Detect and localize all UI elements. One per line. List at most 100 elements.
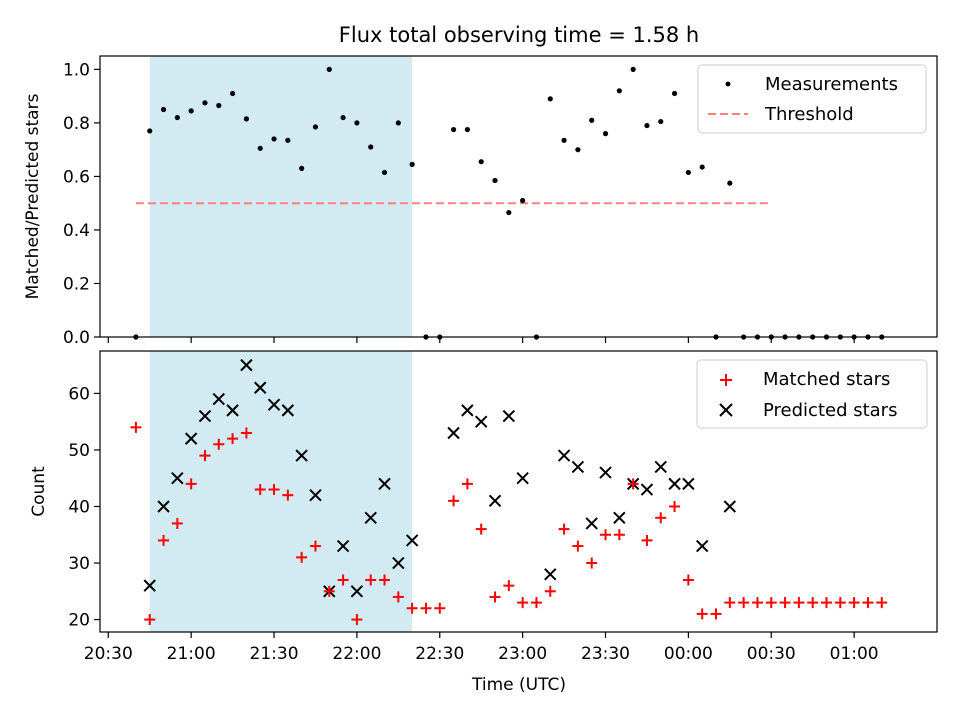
matched-point [738, 597, 750, 609]
matched-point [392, 591, 404, 603]
measurement-point [229, 90, 236, 97]
measurement-point [547, 96, 553, 102]
measurement-point [409, 161, 415, 167]
matched-point [600, 529, 612, 541]
matched-point [448, 495, 460, 507]
y-axis-label-ratio: Matched/Predicted stars [23, 93, 43, 299]
measurement-point [506, 209, 512, 216]
measurement-point [478, 159, 484, 165]
matched-point [254, 484, 266, 496]
measurement-point [299, 165, 305, 171]
predicted-point [502, 409, 516, 423]
y-tick-label: 20 [68, 611, 90, 631]
matched-point [862, 597, 874, 609]
predicted-point [447, 426, 460, 440]
measurement-point [257, 145, 263, 151]
predicted-point [571, 460, 585, 474]
measurement-point [381, 169, 388, 176]
legend-label-matched: Matched stars [763, 369, 890, 390]
measurement-point [271, 136, 277, 142]
matched-point [130, 421, 142, 433]
predicted-point [336, 539, 350, 553]
measurement-point [561, 137, 567, 143]
predicted-point [240, 358, 253, 372]
matched-point [793, 597, 805, 609]
matched-point [558, 523, 570, 535]
measurement-point [464, 126, 470, 133]
predicted-point [198, 409, 212, 423]
x-tick-label: 21:30 [250, 644, 299, 664]
predicted-point [405, 534, 419, 547]
measurement-point [368, 144, 374, 150]
predicted-point [488, 494, 502, 508]
matched-point [751, 597, 763, 609]
measurement-point [326, 66, 332, 72]
predicted-point [461, 404, 474, 417]
matched-point [171, 517, 183, 529]
panel-ratio: 0.0 0.2 0.4 0.6 0.8 1.0 Matched/Predicted sta… [23, 55, 938, 348]
matched-point [530, 597, 542, 609]
matched-point [586, 557, 598, 569]
y-tick-label: 50 [68, 441, 90, 461]
legend-count: Matched stars Predicted stars [696, 359, 928, 429]
predicted-point [281, 404, 295, 417]
matched-point [696, 608, 708, 620]
measurement-point [492, 177, 498, 184]
x-tick-label: 00:00 [664, 644, 713, 664]
matched-point [627, 478, 639, 490]
x-axis-label: Time (UTC) [471, 675, 566, 695]
x-tick-label: 23:00 [498, 644, 547, 664]
measurement-point [188, 108, 194, 114]
matched-point [240, 427, 252, 439]
measurement-point [685, 169, 691, 176]
measurement-point [174, 114, 180, 121]
x-tick-label: 21:00 [167, 644, 216, 664]
matched-point [268, 484, 280, 496]
matched-point [337, 574, 349, 586]
measurement-point [630, 66, 636, 72]
legend-label-threshold: Threshold [764, 104, 854, 125]
matched-point [227, 433, 239, 445]
observing-window-shade [149, 351, 413, 632]
legend-marker-matched [720, 374, 732, 386]
plot-frame [99, 350, 938, 633]
measurement-point [147, 128, 153, 134]
matched-point [544, 585, 556, 597]
legend-box [696, 359, 928, 429]
matched-point [296, 551, 308, 563]
matched-point [406, 602, 418, 614]
predicted-point [392, 556, 405, 570]
legend-box [697, 64, 927, 134]
matched-point [682, 574, 694, 586]
matched-point [710, 608, 722, 620]
chart-title: Flux total observing time = 1.58 h [339, 23, 699, 47]
y-axis-label-count: Count [29, 466, 49, 517]
predicted-point [309, 488, 322, 502]
measurement-point [202, 100, 208, 106]
legend-marker-predicted [719, 403, 733, 417]
predicted-point [516, 472, 529, 485]
measurement-point [658, 118, 664, 125]
matched-point [461, 478, 473, 490]
measurement-point [216, 102, 222, 109]
measurement-point [312, 124, 319, 130]
predicted-point [254, 381, 267, 394]
predicted-point [226, 404, 239, 417]
predicted-point [378, 477, 391, 491]
matched-point [351, 614, 363, 626]
matched-point [572, 540, 584, 552]
matched-point [655, 512, 667, 524]
x-tick-label: 22:30 [415, 644, 464, 664]
count-marks [130, 358, 888, 626]
predicted-point [585, 517, 598, 530]
legend-label-predicted: Predicted stars [763, 400, 897, 421]
matched-point [199, 450, 211, 462]
measurement-point [575, 147, 581, 153]
legend-marker-measurements [725, 81, 731, 87]
predicted-point [295, 449, 308, 462]
matched-point [213, 438, 225, 450]
measurement-point [285, 137, 291, 143]
matched-point [876, 597, 888, 609]
predicted-point [668, 477, 681, 491]
matched-point [365, 574, 377, 586]
